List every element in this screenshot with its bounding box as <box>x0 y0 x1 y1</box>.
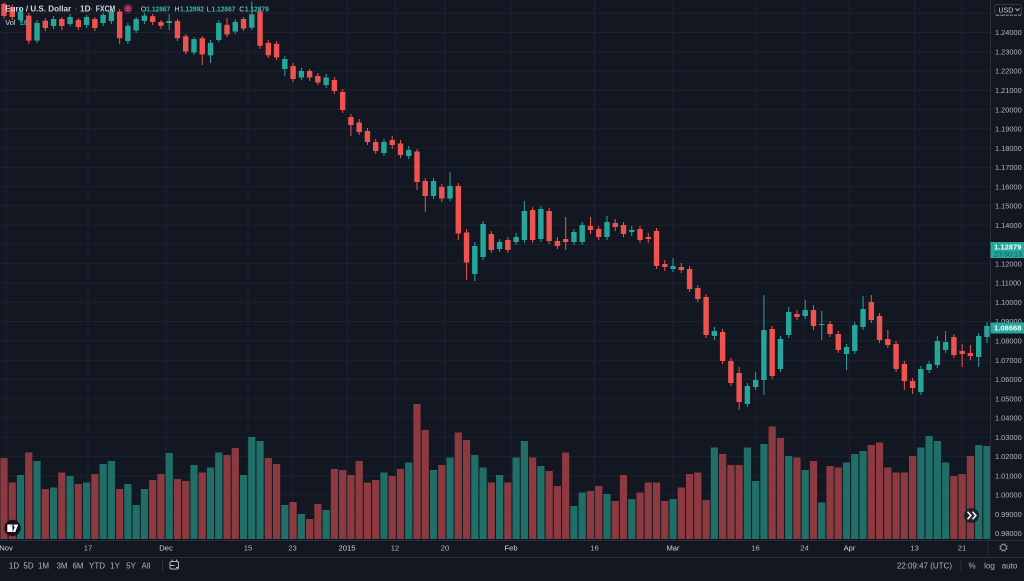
svg-text:6M: 6M <box>72 561 83 570</box>
svg-text:1.11000: 1.11000 <box>995 279 1021 288</box>
svg-text:1Y: 1Y <box>110 561 120 570</box>
svg-text:Euro / U.S. Dollar: Euro / U.S. Dollar <box>5 4 72 14</box>
svg-text:Dec: Dec <box>159 543 173 552</box>
svg-text:·: · <box>75 4 78 14</box>
svg-text:1.15000: 1.15000 <box>995 202 1022 211</box>
svg-text:All: All <box>142 561 151 570</box>
svg-text:1.07000: 1.07000 <box>995 356 1022 365</box>
svg-text:13: 13 <box>910 543 918 552</box>
svg-text:1.12867: 1.12867 <box>146 5 170 14</box>
svg-text:L: L <box>207 5 211 14</box>
svg-text:1.05000: 1.05000 <box>995 394 1022 403</box>
svg-text:17: 17 <box>84 543 92 552</box>
svg-text:1.16000: 1.16000 <box>995 182 1022 191</box>
svg-text:1.02000: 1.02000 <box>995 452 1022 461</box>
svg-text:Feb: Feb <box>504 543 517 552</box>
svg-text:1.21000: 1.21000 <box>995 86 1022 95</box>
svg-text:1.10000: 1.10000 <box>995 298 1022 307</box>
svg-text:C: C <box>239 5 244 14</box>
svg-text:1.18000: 1.18000 <box>995 144 1022 153</box>
svg-text:2015: 2015 <box>339 543 356 552</box>
svg-text:23: 23 <box>288 543 296 552</box>
svg-text:1.14000: 1.14000 <box>995 221 1022 230</box>
svg-text:1.22000: 1.22000 <box>995 67 1022 76</box>
svg-text:16: 16 <box>751 543 759 552</box>
svg-text:1.20000: 1.20000 <box>995 105 1022 114</box>
svg-text:1.08000: 1.08000 <box>995 337 1022 346</box>
svg-text:12: 12 <box>391 543 399 552</box>
svg-text:1.00000: 1.00000 <box>995 491 1022 500</box>
svg-text:1.03000: 1.03000 <box>995 433 1022 442</box>
svg-text:Vol: Vol <box>5 18 16 27</box>
svg-text:0.99000: 0.99000 <box>995 510 1022 519</box>
svg-text:Apr: Apr <box>844 543 856 552</box>
svg-text:24: 24 <box>800 543 808 552</box>
svg-text:1.23000: 1.23000 <box>995 47 1022 56</box>
svg-text:1.12000: 1.12000 <box>995 259 1022 268</box>
svg-text:22:09:47 (UTC): 22:09:47 (UTC) <box>897 561 952 570</box>
svg-text:1.12879: 1.12879 <box>245 5 269 14</box>
svg-text:Mar: Mar <box>666 543 680 552</box>
svg-text:1.06000: 1.06000 <box>995 375 1022 384</box>
svg-text:1.04000: 1.04000 <box>995 414 1022 423</box>
svg-text:1.24000: 1.24000 <box>995 28 1022 37</box>
svg-text:3M: 3M <box>56 561 67 570</box>
svg-text:1.01000: 1.01000 <box>995 471 1022 480</box>
svg-text:1.08668: 1.08668 <box>994 324 1021 333</box>
svg-text:·: · <box>90 4 93 14</box>
svg-text:YTD: YTD <box>89 561 105 570</box>
svg-text:5D: 5D <box>23 561 33 570</box>
svg-text:H: H <box>174 5 179 14</box>
svg-text:5Y: 5Y <box>126 561 136 570</box>
svg-text:1M: 1M <box>38 561 49 570</box>
svg-text:1.12867: 1.12867 <box>212 5 236 14</box>
svg-text:USD: USD <box>999 8 1014 15</box>
svg-text:Nov: Nov <box>0 543 13 552</box>
svg-text:1.17000: 1.17000 <box>995 163 1022 172</box>
svg-text:23:50:13: 23:50:13 <box>994 250 1022 259</box>
svg-text:16: 16 <box>20 18 28 27</box>
svg-text:1.12892: 1.12892 <box>180 5 204 14</box>
svg-text:1.19000: 1.19000 <box>995 125 1022 134</box>
svg-text:log: log <box>984 561 995 570</box>
svg-text:20: 20 <box>441 543 449 552</box>
svg-text:16: 16 <box>590 543 598 552</box>
svg-text:0.98000: 0.98000 <box>995 529 1022 538</box>
svg-text:21: 21 <box>958 543 966 552</box>
svg-text:FXCM: FXCM <box>96 4 116 14</box>
svg-text:auto: auto <box>1002 561 1018 570</box>
svg-text:%: % <box>968 561 975 570</box>
svg-text:1D: 1D <box>9 561 19 570</box>
svg-text:15: 15 <box>244 543 252 552</box>
